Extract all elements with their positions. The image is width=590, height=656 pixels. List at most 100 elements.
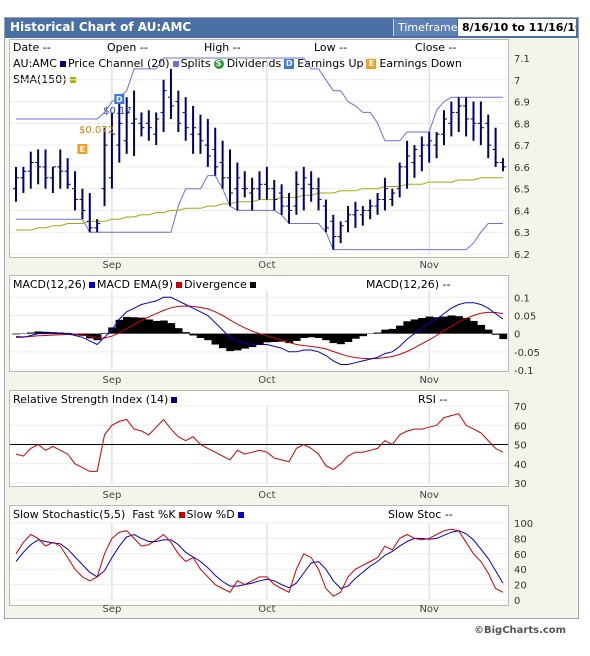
y-tick-label: 0 [514, 330, 520, 341]
divergence-bar [137, 317, 146, 334]
rsi-line [15, 413, 504, 472]
fast-k-label: Fast %K [132, 508, 176, 521]
divergence-bar [71, 333, 80, 335]
divergence-bar [263, 333, 272, 343]
summary-open: Open -- [107, 41, 148, 54]
divergence-bar [189, 333, 198, 336]
divergence-bar [211, 333, 220, 345]
y-tick-label: 6.5 [514, 185, 530, 196]
price-channel-upper-line [16, 57, 503, 142]
rsi-label: Relative Strength Index (14) [13, 393, 169, 406]
y-tick-label: 70 [514, 402, 527, 413]
dividends-icon: S [213, 59, 224, 69]
earnings-down-icon: E [366, 59, 377, 69]
earnings-up-icon: D [284, 59, 295, 69]
y-tick-label: 7.1 [514, 54, 530, 65]
dividend-annotation: $0.072 [79, 125, 114, 136]
divergence-bar [292, 333, 301, 341]
bigcharts-credit: ©BigCharts.com [474, 625, 567, 636]
divergence-bar [307, 333, 316, 338]
divergence-bar [351, 333, 360, 339]
y-tick-label: 100 [514, 519, 533, 530]
divergence-bar [100, 332, 109, 334]
divergence-bar [329, 333, 338, 344]
rsi-swatch [171, 396, 178, 403]
divergence-bar [447, 315, 456, 334]
earnings-up-marker [114, 94, 125, 104]
stoch-legend: Slow Stochastic(5,5) Fast %K Slow %D [13, 508, 246, 521]
divergence-bar [432, 317, 441, 334]
divergence-bar [314, 333, 323, 338]
divergence-bar [115, 319, 124, 334]
slow-d-line [15, 530, 504, 590]
y-tick-label: -0.05 [514, 348, 540, 359]
divergence-bar [182, 332, 190, 334]
earnings-down-label: Earnings Down [379, 57, 462, 70]
divergence-bar [108, 327, 117, 334]
divergence-bar [388, 328, 397, 334]
divergence-bar [130, 317, 139, 334]
y-tick-label: 6.9 [514, 98, 530, 109]
x-tick-label: Nov [419, 604, 439, 615]
divergence-bar [462, 318, 471, 334]
divergence-bar [491, 333, 500, 335]
macd-legend: MACD(12,26) MACD EMA(9) Divergence [13, 278, 258, 291]
y-tick-label: 7 [514, 76, 520, 87]
rsi-legend: Relative Strength Index (14) [13, 393, 179, 406]
macd-swatch [89, 281, 96, 288]
divergence-bar [174, 328, 183, 334]
x-tick-label: Oct [258, 260, 275, 271]
divergence-bar [484, 329, 493, 334]
price-channel-label: Price Channel (20) [67, 57, 170, 70]
macd-line [16, 296, 504, 365]
x-tick-label: Nov [419, 375, 439, 386]
dividends-label: Dividends [226, 57, 282, 70]
y-tick-label: 60 [514, 421, 527, 432]
stoch-label: Slow Stochastic(5,5) [13, 508, 126, 521]
earnings-down-marker [77, 144, 88, 154]
y-tick-label: 0 [514, 596, 520, 607]
divergence-bar [440, 316, 449, 334]
divergence-bar [336, 333, 345, 345]
stoch-panel [9, 505, 509, 606]
divergence-bar [145, 319, 154, 334]
x-tick-label: Oct [258, 490, 275, 501]
divergence-bar [469, 320, 478, 334]
y-tick-label: 6.8 [514, 119, 530, 130]
y-tick-label: 40 [514, 460, 527, 471]
divergence-bar [159, 320, 168, 334]
divergence-bar [204, 333, 213, 341]
macd-ema-line [15, 305, 504, 360]
slow-d-swatch [237, 511, 244, 518]
divergence-bar [152, 320, 161, 334]
stoch-readout: Slow Stoc -- [388, 508, 453, 521]
timeframe-value[interactable]: 8/16/10 to 11/16/10 [458, 19, 576, 36]
divergence-bar [373, 332, 382, 334]
y-tick-label: 30 [514, 479, 527, 490]
divergence-bar [300, 333, 308, 338]
fast-k-swatch [178, 511, 185, 518]
y-tick-label: 0.1 [514, 293, 530, 304]
divergence-bar [285, 333, 294, 344]
earnings-up-label: Earnings Up [297, 57, 364, 70]
divergence-bar [167, 323, 176, 334]
divergence-bar [233, 333, 242, 351]
divergence-bar [455, 316, 463, 334]
macd-ema-label: MACD EMA(9) [97, 278, 174, 291]
timeframe-label: Timeframe [393, 19, 458, 36]
divergence-bar [93, 333, 102, 341]
splits-swatch [172, 60, 179, 67]
x-tick-label: Sep [102, 604, 121, 615]
summary-high: High -- [204, 41, 241, 54]
y-tick-label: 6.4 [514, 206, 530, 217]
divergence-bar [41, 331, 50, 334]
x-tick-label: Nov [419, 260, 439, 271]
y-tick-label: 40 [514, 565, 527, 576]
divergence-bar [122, 316, 131, 334]
divergence-bar [49, 332, 58, 334]
divergence-bar [477, 324, 486, 334]
rsi-readout: RSI -- [418, 393, 448, 406]
x-tick-label: Sep [102, 375, 121, 386]
divergence-bar [359, 333, 367, 337]
